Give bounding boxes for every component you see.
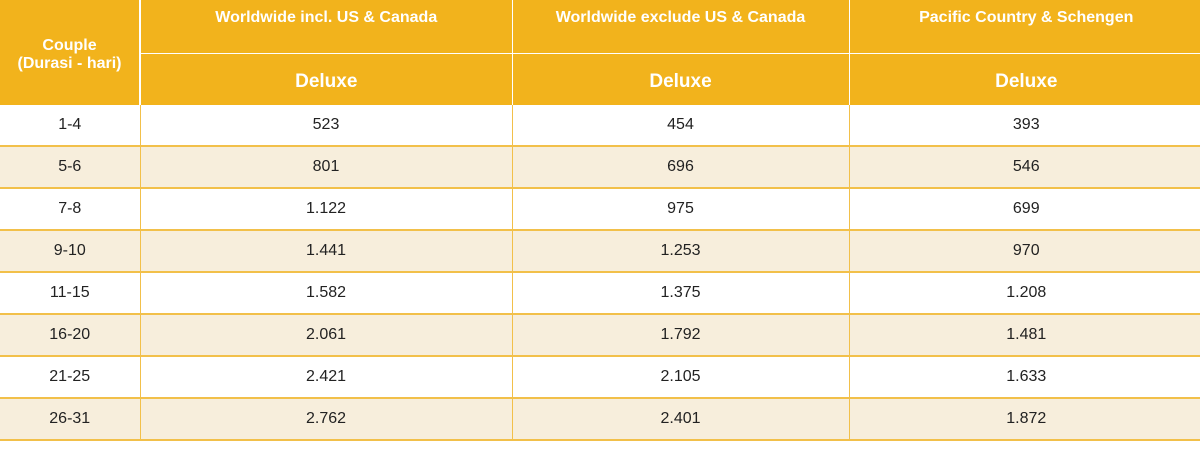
duration-label: (Durasi - hari) bbox=[17, 54, 122, 72]
price-cell: 1.633 bbox=[849, 356, 1200, 399]
table-row: 1-4 523 454 393 bbox=[0, 105, 1200, 147]
premium-table: Couple (Durasi - hari) Worldwide incl. U… bbox=[0, 0, 1200, 441]
price-cell: 546 bbox=[849, 146, 1200, 189]
price-cell: 1.122 bbox=[140, 188, 513, 231]
table-row: 9-10 1.441 1.253 970 bbox=[0, 230, 1200, 273]
price-cell: 393 bbox=[849, 105, 1200, 147]
price-cell: 2.061 bbox=[140, 314, 513, 357]
tier-header-worldwide-incl: Deluxe bbox=[140, 53, 513, 105]
header-row-tiers: Deluxe Deluxe Deluxe bbox=[0, 53, 1200, 105]
price-cell: 2.762 bbox=[140, 398, 513, 441]
duration-cell: 7-8 bbox=[0, 188, 141, 231]
price-cell: 801 bbox=[140, 146, 513, 189]
price-cell: 699 bbox=[849, 188, 1200, 231]
duration-cell: 16-20 bbox=[0, 314, 141, 357]
table-row: 26-31 2.762 2.401 1.872 bbox=[0, 398, 1200, 441]
tier-header-pacific-schengen: Deluxe bbox=[849, 53, 1200, 105]
table-row: 21-25 2.421 2.105 1.633 bbox=[0, 356, 1200, 399]
table-row: 5-6 801 696 546 bbox=[0, 146, 1200, 189]
couple-duration-header: Couple (Durasi - hari) bbox=[0, 0, 141, 105]
region-header-pacific-schengen: Pacific Country & Schengen bbox=[849, 0, 1200, 54]
price-cell: 454 bbox=[512, 105, 850, 147]
header-row-regions: Couple (Durasi - hari) Worldwide incl. U… bbox=[0, 0, 1200, 105]
region-header-worldwide-incl: Worldwide incl. US & Canada bbox=[140, 0, 513, 54]
region-header-worldwide-excl: Worldwide exclude US & Canada bbox=[512, 0, 850, 54]
price-cell: 970 bbox=[849, 230, 1200, 273]
price-cell: 1.582 bbox=[140, 272, 513, 315]
duration-cell: 26-31 bbox=[0, 398, 141, 441]
price-cell: 523 bbox=[140, 105, 513, 147]
table-row: 11-15 1.582 1.375 1.208 bbox=[0, 272, 1200, 315]
price-cell: 975 bbox=[512, 188, 850, 231]
price-cell: 2.105 bbox=[512, 356, 850, 399]
price-cell: 1.208 bbox=[849, 272, 1200, 315]
table-row: 16-20 2.061 1.792 1.481 bbox=[0, 314, 1200, 357]
duration-cell: 5-6 bbox=[0, 146, 141, 189]
price-cell: 1.441 bbox=[140, 230, 513, 273]
price-cell: 696 bbox=[512, 146, 850, 189]
couple-label: Couple bbox=[42, 36, 97, 54]
price-cell: 2.401 bbox=[512, 398, 850, 441]
price-cell: 2.421 bbox=[140, 356, 513, 399]
price-cell: 1.375 bbox=[512, 272, 850, 315]
duration-cell: 11-15 bbox=[0, 272, 141, 315]
duration-cell: 21-25 bbox=[0, 356, 141, 399]
duration-cell: 9-10 bbox=[0, 230, 141, 273]
duration-cell: 1-4 bbox=[0, 105, 141, 147]
price-cell: 1.792 bbox=[512, 314, 850, 357]
table-header: Couple (Durasi - hari) Worldwide incl. U… bbox=[0, 0, 1200, 105]
tier-header-worldwide-excl: Deluxe bbox=[512, 53, 850, 105]
price-cell: 1.481 bbox=[849, 314, 1200, 357]
table-body: 1-4 523 454 393 5-6 801 696 546 7-8 1.12… bbox=[0, 105, 1200, 441]
price-cell: 1.872 bbox=[849, 398, 1200, 441]
table-row: 7-8 1.122 975 699 bbox=[0, 188, 1200, 231]
price-cell: 1.253 bbox=[512, 230, 850, 273]
